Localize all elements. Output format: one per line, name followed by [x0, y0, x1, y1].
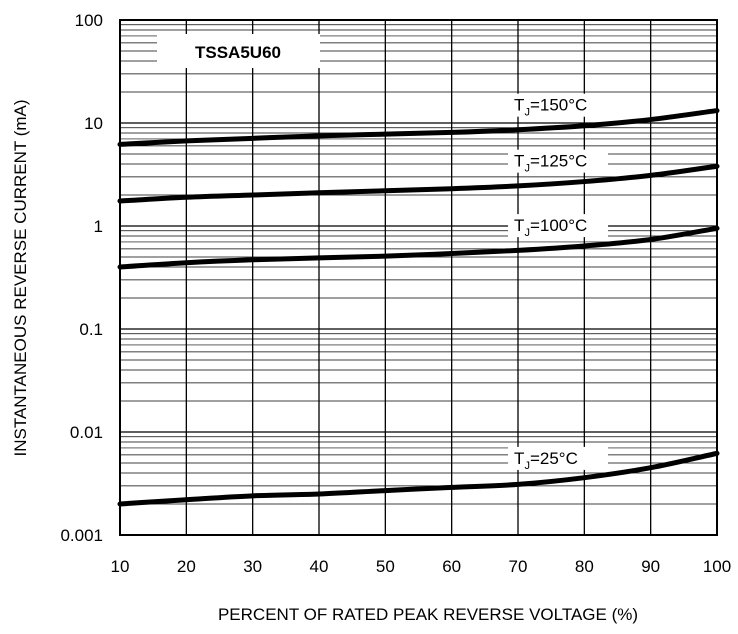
series-line-3	[117, 450, 720, 507]
y-tick-label: 1	[94, 217, 103, 236]
series-label-background	[508, 93, 609, 117]
series-label-text: TJ=25°C	[514, 449, 578, 472]
series-labels: TJ=150°C TJ=125°C TJ=100°C TJ=25°C	[508, 93, 609, 472]
series-label-background	[508, 214, 609, 238]
plot-frame	[119, 19, 718, 536]
x-tick-label: 40	[310, 557, 329, 576]
series-label-0: TJ=150°C	[508, 93, 609, 119]
series-label-background	[508, 149, 609, 173]
grid	[120, 20, 717, 535]
x-tick-labels: 10 20 30 40 50 60 70 80 90 100	[111, 557, 732, 576]
title-box: TSSA5U60	[157, 34, 320, 68]
x-tick-label: 50	[376, 557, 395, 576]
y-tick-label: 10	[84, 114, 103, 133]
x-tick-label: 30	[243, 557, 262, 576]
series-label-text: TJ=100°C	[514, 216, 587, 239]
y-tick-label: 0.01	[70, 423, 103, 442]
series-line-1	[117, 163, 720, 204]
series-label-1: TJ=125°C	[508, 149, 609, 175]
series-line-0	[117, 108, 720, 147]
x-tick-label: 70	[509, 557, 528, 576]
y-tick-label: 100	[75, 11, 103, 30]
series-label-text: TJ=125°C	[514, 152, 587, 175]
chart-title: TSSA5U60	[195, 43, 281, 62]
series-label-2: TJ=100°C	[508, 214, 609, 239]
series-label-background	[508, 446, 609, 470]
y-tick-label: 0.001	[60, 526, 103, 545]
y-axis-label: INSTANTANEOUS REVERSE CURRENT (mA)	[11, 99, 30, 456]
x-tick-label: 90	[641, 557, 660, 576]
x-tick-label: 20	[177, 557, 196, 576]
series-line-2	[117, 225, 720, 270]
x-axis-label: PERCENT OF RATED PEAK REVERSE VOLTAGE (%…	[218, 605, 638, 624]
x-tick-label: 60	[442, 557, 461, 576]
x-tick-label: 10	[111, 557, 130, 576]
series-label-text: TJ=150°C	[514, 96, 587, 119]
y-tick-labels: 0.001 0.01 0.1 1 10 100	[60, 11, 103, 545]
x-tick-label: 80	[575, 557, 594, 576]
series-lines	[117, 108, 720, 507]
series-label-3: TJ=25°C	[508, 446, 609, 472]
x-tick-label: 100	[703, 557, 731, 576]
y-tick-label: 0.1	[79, 320, 103, 339]
